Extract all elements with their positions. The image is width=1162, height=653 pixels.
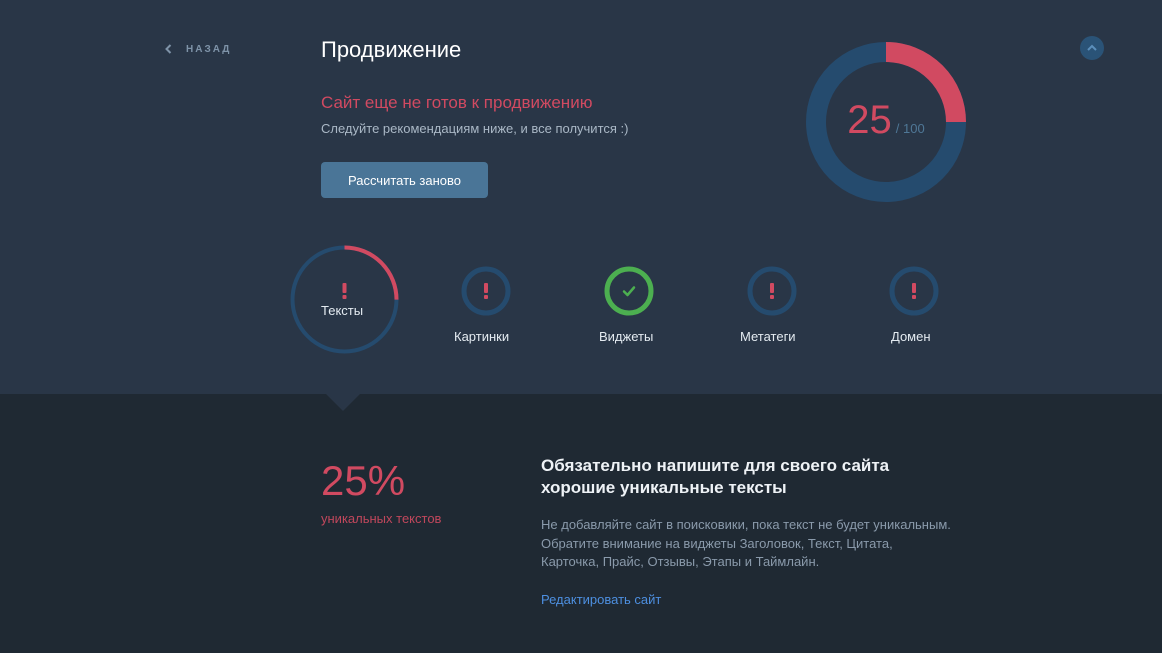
category-texts[interactable]: Тексты: [290, 245, 399, 354]
metatags-status-ring: [747, 266, 797, 316]
score-gauge: 25 / 100: [806, 42, 966, 202]
category-label: Виджеты: [599, 329, 654, 344]
category-domain[interactable]: Домен: [878, 266, 952, 348]
category-images[interactable]: Картинки: [450, 266, 524, 348]
category-label: Картинки: [454, 329, 510, 344]
unique-percent-label: уникальных текстов: [321, 511, 442, 526]
advice-title: Обязательно напишите для своего сайта хо…: [541, 456, 890, 497]
page-title: Продвижение: [321, 37, 462, 62]
warning-icon: [770, 283, 774, 299]
category-widgets[interactable]: Виджеты: [593, 266, 667, 348]
active-tab-pointer: [326, 394, 360, 411]
recalculate-button[interactable]: Рассчитать заново: [321, 162, 488, 198]
category-label: Метатеги: [740, 329, 796, 344]
collapse-button[interactable]: [1080, 36, 1104, 60]
domain-status-ring: [889, 266, 939, 316]
header-panel: [0, 0, 1162, 394]
category-label: Домен: [891, 329, 931, 344]
status-subtitle: Следуйте рекомендациям ниже, и все получ…: [321, 121, 629, 136]
chevron-left-icon: [165, 44, 172, 54]
texts-progress-ring: [290, 245, 399, 354]
back-label: Назад: [186, 43, 232, 55]
warning-icon: [342, 283, 347, 299]
score-value: 25: [847, 98, 892, 142]
score-arc: [806, 42, 966, 202]
back-link[interactable]: Назад: [164, 42, 231, 56]
images-status-ring: [461, 266, 511, 316]
advice-body: Не добавляйте сайт в поисковики, пока те…: [541, 517, 951, 569]
status-title: Сайт еще не готов к продвижению: [321, 93, 593, 112]
warning-icon: [912, 283, 916, 299]
detail-panel: [0, 394, 1162, 653]
score-total: / 100: [895, 121, 925, 136]
category-label: Тексты: [321, 303, 364, 318]
category-metatags[interactable]: Метатеги: [736, 266, 810, 348]
warning-icon: [484, 283, 488, 299]
check-icon: [622, 286, 636, 297]
widgets-status-ring: [604, 266, 654, 316]
score-ring: [806, 42, 966, 202]
chevron-up-icon: [1087, 44, 1097, 51]
unique-percent: 25%: [321, 457, 406, 504]
edit-site-link[interactable]: Редактировать сайт: [541, 592, 662, 607]
